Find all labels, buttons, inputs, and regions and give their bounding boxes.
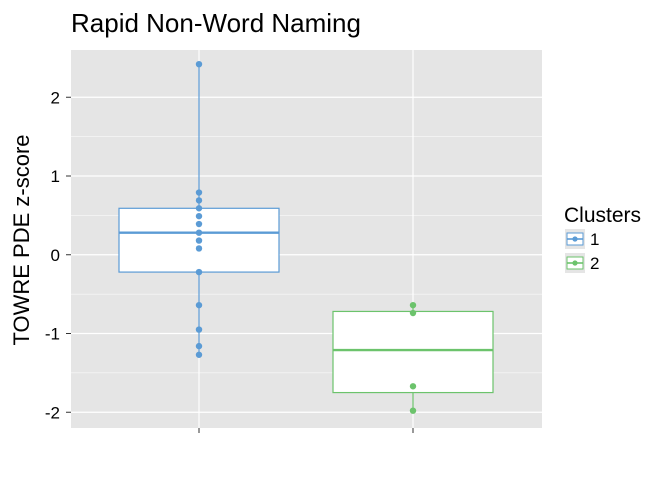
data-point [409, 407, 417, 414]
data-point [195, 189, 203, 196]
data-point [195, 326, 203, 333]
box [332, 310, 494, 394]
legend-label: 2 [590, 254, 599, 273]
data-point [195, 301, 203, 309]
x-axis-ticks [198, 428, 414, 433]
data-point [195, 229, 203, 236]
data-point [195, 205, 203, 212]
y-tick-label: -1 [45, 325, 60, 344]
data-point [195, 197, 203, 204]
data-point [195, 212, 203, 220]
data-point [409, 309, 417, 317]
legend-label: 1 [590, 230, 599, 249]
data-point [195, 245, 203, 252]
data-point [409, 301, 417, 309]
y-tick-label: 2 [51, 88, 60, 107]
data-point [195, 268, 203, 276]
legend-key-point [572, 236, 578, 242]
y-tick-label: -2 [45, 403, 60, 422]
y-tick-label: 1 [51, 167, 60, 186]
boxplots [118, 60, 494, 414]
legend-key-1: 1 [565, 229, 599, 249]
legend: Clusters 1 2 [564, 204, 641, 273]
data-point [195, 342, 203, 350]
data-point [195, 60, 203, 68]
boxplot-cluster-1 [118, 60, 280, 358]
y-axis-label: TOWRE PDE z-score [9, 134, 34, 345]
legend-key-point [572, 260, 578, 266]
data-point [195, 220, 203, 228]
legend-key-2: 2 [565, 253, 599, 273]
data-point [409, 383, 417, 390]
data-point [195, 237, 203, 244]
chart-title: Rapid Non-Word Naming [71, 8, 361, 38]
y-axis-ticks: -2 -1 0 1 2 [45, 88, 71, 422]
boxplot-cluster-2 [332, 301, 494, 414]
legend-title: Clusters [564, 204, 641, 227]
data-point [195, 351, 203, 358]
y-tick-label: 0 [51, 246, 60, 265]
